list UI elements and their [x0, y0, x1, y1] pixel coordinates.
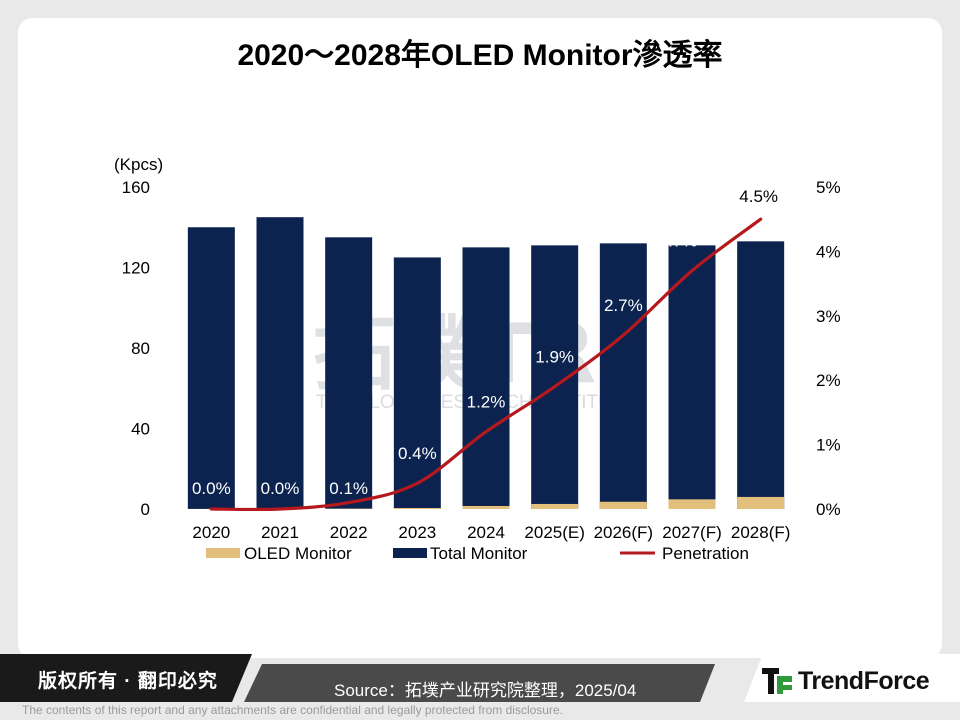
copyright-notice: 版权所有 · 翻印必究	[38, 671, 218, 692]
bar-oled-monitor-2028(F)	[737, 496, 785, 509]
trendforce-mark-icon	[762, 668, 792, 694]
y-axis-unit-label: (Kpcs)	[114, 155, 163, 174]
x-tick-label-2023: 2023	[398, 523, 436, 542]
x-tick-label-2024: 2024	[467, 523, 505, 542]
y2-tick-label-1: 1%	[816, 436, 841, 455]
bar-total-monitor-2021	[256, 217, 304, 509]
bar-oled-monitor-2027(F)	[668, 499, 716, 509]
bar-total-monitor-2028(F)	[737, 241, 785, 509]
legend-label-oled-monitor: OLED Monitor	[244, 544, 352, 563]
x-tick-label-2028(F): 2028(F)	[731, 523, 791, 542]
trendforce-logo: TrendForce	[762, 664, 930, 698]
penetration-data-label-2024: 1.2%	[467, 393, 506, 412]
bar-total-monitor-2022	[325, 237, 373, 509]
penetration-data-label-2022: 0.1%	[329, 479, 368, 498]
penetration-data-label-2023: 0.4%	[398, 444, 437, 463]
penetration-data-label-2020: 0.0%	[192, 479, 231, 498]
penetration-line	[209, 217, 763, 512]
y2-tick-label-0: 0%	[816, 500, 841, 519]
y2-tick-label-4: 4%	[816, 242, 841, 261]
legend-label-total-monitor: Total Monitor	[430, 544, 528, 563]
legend-label-penetration: Penetration	[662, 544, 749, 563]
x-tick-label-2020: 2020	[192, 523, 230, 542]
y2-tick-label-3: 3%	[816, 307, 841, 326]
y-tick-label-0: 0	[141, 500, 150, 519]
x-tick-label-2025(E): 2025(E)	[524, 523, 584, 542]
bar-total-monitor-2020	[187, 227, 235, 509]
legend-swatch-total-monitor	[393, 548, 427, 558]
penetration-data-label-2027(F): 3.7%	[659, 232, 698, 251]
disclaimer: The contents of this report and any atta…	[22, 703, 563, 717]
y-tick-label-40: 40	[131, 420, 150, 439]
penetration-data-label-2025(E): 1.9%	[535, 348, 574, 367]
brand-name: TrendForce	[798, 666, 930, 695]
bar-total-monitor-2025(E)	[531, 245, 579, 510]
bar-oled-monitor-2026(F)	[599, 501, 647, 509]
penetration-data-label-2021: 0.0%	[261, 479, 300, 498]
bar-total-monitor-2023	[393, 257, 441, 509]
bar-oled-monitor-2023	[393, 507, 441, 509]
bar-total-monitor-2026(F)	[599, 243, 647, 509]
bar-oled-monitor-2024	[462, 505, 510, 509]
y-tick-label-120: 120	[122, 259, 150, 278]
y2-tick-label-5: 5%	[816, 178, 841, 197]
source-note: Source：拓墣产业研究院整理，2025/04	[334, 681, 637, 700]
legend-swatch-oled-monitor	[206, 548, 240, 558]
chart-title: 2020～2028年OLED Monitor滲透率	[237, 39, 723, 72]
y-tick-label-160: 160	[122, 178, 150, 197]
y2-tick-label-2: 2%	[816, 371, 841, 390]
footer-bar	[0, 654, 960, 702]
bar-total-monitor-2024	[462, 247, 510, 509]
y-tick-label-80: 80	[131, 339, 150, 358]
bar-total-monitor-2027(F)	[668, 245, 716, 510]
penetration-data-label-2028(F): 4.5%	[739, 187, 778, 206]
bar-oled-monitor-2025(E)	[531, 503, 579, 509]
penetration-data-label-2026(F): 2.7%	[604, 296, 643, 315]
x-tick-label-2026(F): 2026(F)	[594, 523, 654, 542]
x-tick-label-2021: 2021	[261, 523, 299, 542]
x-tick-label-2022: 2022	[330, 523, 368, 542]
x-tick-label-2027(F): 2027(F)	[662, 523, 722, 542]
chart-canvas: 拓墣TRI TOPOLOGY RESEARCH INSTITUTE (Kpcs)…	[114, 155, 841, 563]
